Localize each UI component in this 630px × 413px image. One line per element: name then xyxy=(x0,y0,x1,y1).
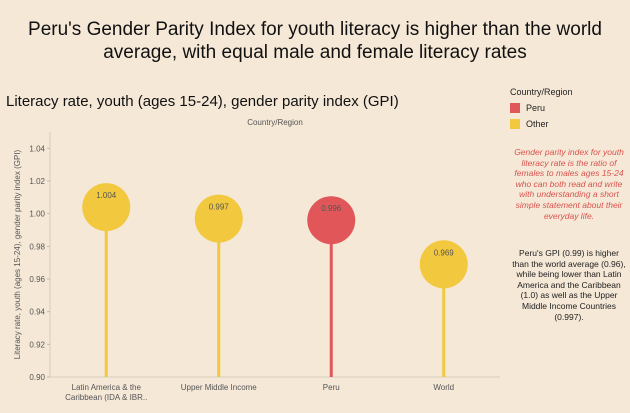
lollipop-bubble xyxy=(419,240,468,289)
chart-title: Peru's Gender Parity Index for youth lit… xyxy=(28,19,602,63)
legend-swatch-peru xyxy=(510,103,520,113)
y-tick-label: 1.00 xyxy=(29,210,45,219)
x-tick-label: Upper Middle Income xyxy=(181,383,258,392)
x-axis-label: Country/Region xyxy=(247,118,303,127)
data-label: 1.004 xyxy=(96,191,117,200)
lollipop-bubble xyxy=(194,194,243,243)
lollipop-bubble xyxy=(82,183,131,232)
chart-subtitle: Literacy rate, youth (ages 15-24), gende… xyxy=(6,93,399,110)
y-axis-label: Literacy rate, youth (ages 15-24), gende… xyxy=(13,149,22,359)
y-tick-label: 0.98 xyxy=(29,242,45,251)
y-tick-label: 1.04 xyxy=(29,144,45,153)
x-tick-label: Latin America & the xyxy=(72,383,142,392)
y-tick-label: 0.96 xyxy=(29,275,45,284)
legend-item-peru[interactable]: Peru xyxy=(510,101,573,115)
data-label: 0.996 xyxy=(321,204,342,213)
legend-item-other[interactable]: Other xyxy=(510,117,573,131)
y-tick-label: 0.90 xyxy=(29,373,45,382)
x-tick-label: Caribbean (IDA & IBR.. xyxy=(65,393,147,402)
legend-label-peru: Peru xyxy=(526,103,546,113)
y-tick-label: 0.92 xyxy=(29,340,45,349)
x-tick-label: Peru xyxy=(323,383,340,392)
gpi-definition-note: Gender parity index for youth literacy r… xyxy=(514,147,624,221)
legend-title: Country/Region xyxy=(510,87,573,97)
data-label: 0.969 xyxy=(434,248,455,257)
legend: Country/Region Peru Other xyxy=(510,87,573,133)
y-tick-label: 1.02 xyxy=(29,177,45,186)
legend-swatch-other xyxy=(510,119,520,129)
x-tick-label: World xyxy=(433,383,454,392)
peru-summary-note: Peru's GPI (0.99) is higher than the wor… xyxy=(512,248,626,322)
lollipop-bubble xyxy=(307,196,356,245)
y-tick-label: 0.94 xyxy=(29,308,45,317)
data-label: 0.997 xyxy=(209,203,230,212)
legend-label-other: Other xyxy=(526,119,549,129)
